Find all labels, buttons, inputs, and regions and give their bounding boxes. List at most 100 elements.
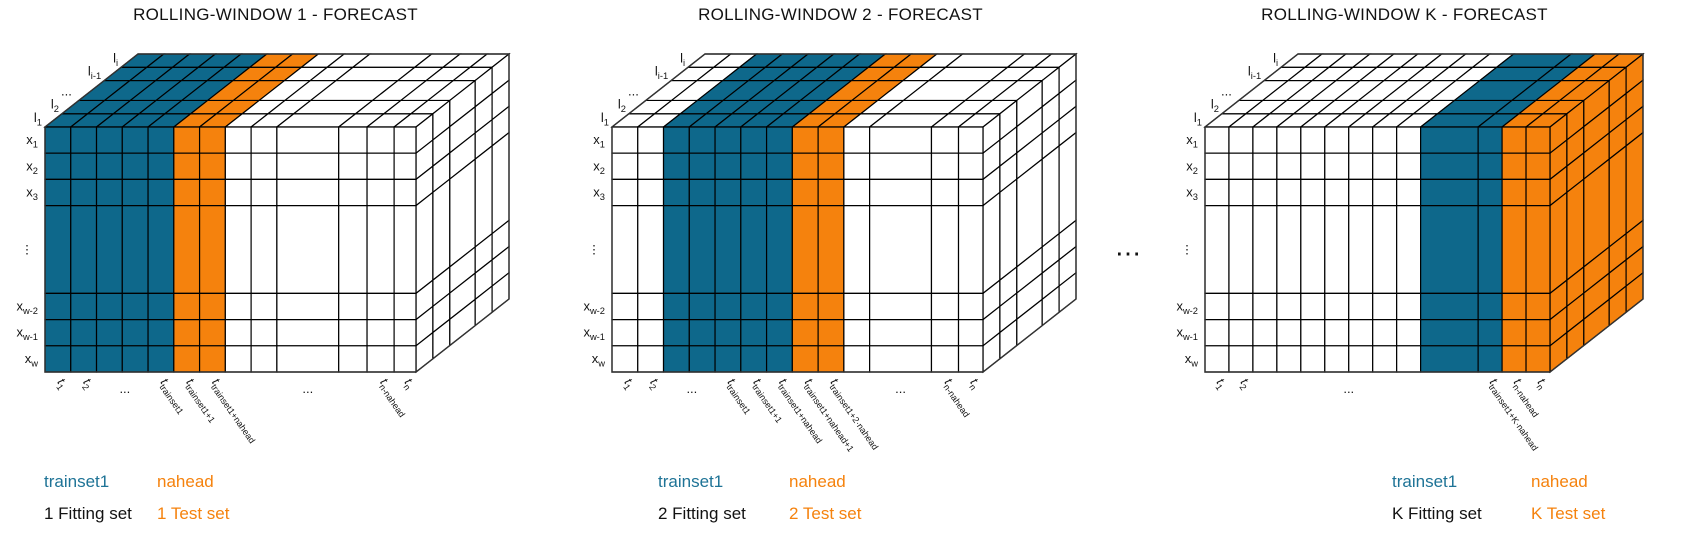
legend-test-set-label: K Test set xyxy=(1531,504,1606,523)
panel-title: ROLLING-WINDOW K - FORECAST xyxy=(1261,5,1548,24)
cube-front-cell xyxy=(714,205,742,294)
cube-front-cell xyxy=(198,126,226,154)
cube-front-cell xyxy=(1501,292,1527,321)
panel-rolling-window-2: ROLLING-WINDOW 2 - FORECAST x1 x2 x3 ⋮ xw-2 x… xyxy=(565,0,1130,533)
cube-front-cell xyxy=(765,126,793,154)
cube-front-cell xyxy=(1420,318,1479,347)
cube-front-cell xyxy=(1477,318,1503,347)
cube-front-cell xyxy=(121,345,149,373)
cube-front-cell xyxy=(662,292,690,321)
cube-front-cell xyxy=(44,205,72,294)
cube-front-cell xyxy=(1324,345,1350,373)
depth-label: l2 xyxy=(618,97,626,115)
cube-front-cell xyxy=(70,318,98,347)
cube-front-cell xyxy=(393,292,417,321)
cube-front-cell xyxy=(95,126,123,154)
cube-front-cell xyxy=(1420,126,1479,154)
cube-front-cell xyxy=(1372,318,1398,347)
cube-front-cell xyxy=(1372,345,1398,373)
cube-front-cell xyxy=(1300,345,1326,373)
cube-front-cell xyxy=(843,292,871,321)
cube-front-cell xyxy=(1396,345,1422,373)
cube-front-cell xyxy=(791,126,819,154)
cube-front-cell xyxy=(688,178,716,207)
cube-front-cell xyxy=(791,345,819,373)
cube-front-cell xyxy=(121,178,149,207)
cube-front-cell xyxy=(930,318,960,347)
cube-front-cell xyxy=(611,178,639,207)
cube-front-cell xyxy=(44,318,72,347)
time-axis-label: t2 xyxy=(1235,376,1253,392)
cube-front-cell xyxy=(1348,126,1374,154)
cube-side-cell xyxy=(432,177,451,282)
cube-front-cell xyxy=(765,178,793,207)
cube-front-cell xyxy=(224,345,252,373)
cube-outline xyxy=(44,53,510,373)
cube-front-cell xyxy=(843,178,871,207)
cube-front-cell xyxy=(662,178,690,207)
cube-front-cell xyxy=(714,178,742,207)
cube-front-cell xyxy=(1252,292,1278,321)
cube-front-cell xyxy=(1525,178,1551,207)
cube-front-cell xyxy=(740,318,768,347)
cube-front-cell xyxy=(1477,292,1503,321)
legend-row-swatches: trainset1 nahead xyxy=(0,472,565,494)
cube-front-cell xyxy=(1525,292,1551,321)
time-axis-label: tn xyxy=(400,376,418,392)
cube-front-cell xyxy=(224,152,252,181)
cube-front-cell xyxy=(1420,292,1479,321)
cube-front-cell xyxy=(957,205,984,294)
cube-front-cell xyxy=(1420,205,1479,294)
time-axis-label: tn xyxy=(1533,376,1551,392)
cube-front-cell xyxy=(1204,318,1230,347)
cube-front-cell xyxy=(791,205,819,294)
depth-label: li-1 xyxy=(655,64,668,82)
cube-front-cell xyxy=(147,126,175,154)
cube-front-cell xyxy=(1276,152,1302,181)
cube-front-cell xyxy=(1204,152,1230,181)
cube-front-cell xyxy=(1252,318,1278,347)
cube-front-cell xyxy=(1477,152,1503,181)
cube-front-cell xyxy=(662,152,690,181)
cube-front-cell xyxy=(70,345,98,373)
legend-trainset-label: trainset1 xyxy=(658,472,724,491)
cube-front-cell xyxy=(1204,178,1230,207)
cube-front-cell xyxy=(70,126,98,154)
cube-front-cell xyxy=(765,205,793,294)
cube-side-cell xyxy=(1549,191,1568,295)
cube-front-cell xyxy=(817,126,845,154)
row-label: xw-2 xyxy=(1176,298,1198,316)
cube-front-cell xyxy=(637,205,665,294)
cube-front-cell xyxy=(714,126,742,154)
cube-front-cell xyxy=(198,205,226,294)
time-axis-ellipsis: ... xyxy=(895,381,906,396)
cube-front-cell xyxy=(930,345,960,373)
row-label: xw-1 xyxy=(1176,325,1198,343)
cube-front-cell xyxy=(637,292,665,321)
row-label: x2 xyxy=(593,158,605,176)
cube-front-cell xyxy=(276,178,340,207)
cube-front-cell xyxy=(662,126,690,154)
cube-front-cell xyxy=(1300,292,1326,321)
cube-front-cell xyxy=(393,205,417,294)
cube-front-cell xyxy=(1420,178,1479,207)
cube-front-cell xyxy=(276,345,340,373)
cube-front-cell xyxy=(1525,318,1551,347)
cube-front-cell xyxy=(224,205,252,294)
cube-front-cell xyxy=(1348,178,1374,207)
cube-front-cell xyxy=(1300,205,1326,294)
row-ellipsis: ⋮ xyxy=(1181,243,1193,257)
cube-front-cell xyxy=(366,318,395,347)
cube-front-cell xyxy=(250,126,278,154)
cube-front-cell xyxy=(688,152,716,181)
cube-front-cell xyxy=(338,126,368,154)
cube-front-cell xyxy=(1348,292,1374,321)
cube-front-cell xyxy=(366,345,395,373)
cube-front-cell xyxy=(1228,318,1254,347)
cube-front-cell xyxy=(869,178,933,207)
cube-front-cell xyxy=(688,345,716,373)
row-label: x2 xyxy=(26,158,38,176)
cube-front-cell xyxy=(1276,178,1302,207)
cube-front-cell xyxy=(147,152,175,181)
